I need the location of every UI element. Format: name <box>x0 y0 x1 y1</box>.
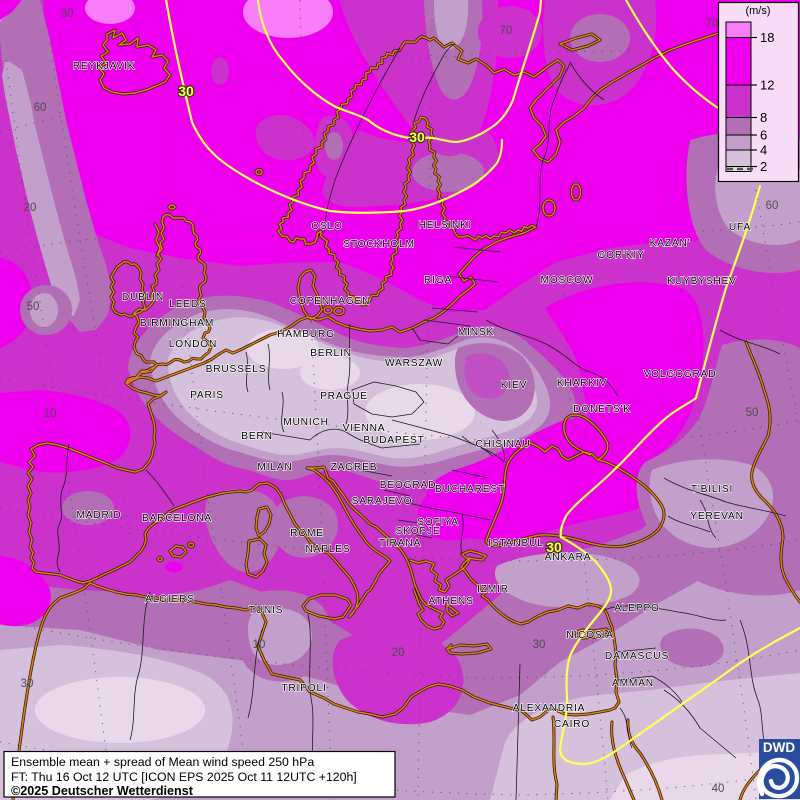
svg-text:WARSZAW: WARSZAW <box>385 358 443 369</box>
svg-text:ISTANBUL: ISTANBUL <box>488 538 543 549</box>
svg-text:LEEDS: LEEDS <box>169 299 206 310</box>
svg-text:TRIPOLI: TRIPOLI <box>281 683 326 694</box>
svg-text:COPENHAGEN: COPENHAGEN <box>290 296 370 307</box>
svg-text:HELSINKI: HELSINKI <box>419 220 472 231</box>
svg-text:STOCKHOLM: STOCKHOLM <box>343 239 415 250</box>
svg-text:DAMASCUS: DAMASCUS <box>605 651 669 662</box>
svg-text:BRUSSELS: BRUSSELS <box>206 364 267 375</box>
svg-text:2: 2 <box>760 159 767 174</box>
svg-text:(m/s): (m/s) <box>745 5 770 17</box>
svg-text:FT: Thu 16 Oct 12 UTC [ICON EP: FT: Thu 16 Oct 12 UTC [ICON EPS 2025 Oct… <box>11 770 357 784</box>
svg-text:10: 10 <box>253 639 266 651</box>
svg-text:18: 18 <box>760 30 774 45</box>
svg-text:BARCELONA: BARCELONA <box>142 513 212 524</box>
svg-text:30: 30 <box>21 678 34 690</box>
svg-text:10: 10 <box>44 408 57 420</box>
svg-text:6: 6 <box>760 128 767 143</box>
svg-text:MOSCOW: MOSCOW <box>541 275 594 286</box>
svg-text:60: 60 <box>34 102 47 114</box>
svg-text:BERN: BERN <box>241 431 273 442</box>
svg-text:20: 20 <box>24 202 37 214</box>
svg-text:TUNIS: TUNIS <box>249 605 284 616</box>
svg-text:70: 70 <box>500 25 513 37</box>
svg-text:ALGIERS: ALGIERS <box>145 594 195 605</box>
svg-text:SKOPJE: SKOPJE <box>396 526 441 537</box>
svg-text:MINSK: MINSK <box>458 327 494 338</box>
svg-text:MADRID: MADRID <box>77 510 122 521</box>
svg-text:KAZAN': KAZAN' <box>650 238 691 249</box>
svg-text:50: 50 <box>27 301 40 313</box>
svg-text:OSLO: OSLO <box>311 221 343 232</box>
svg-text:VOLGOGRAD: VOLGOGRAD <box>644 369 717 380</box>
svg-text:ANKARA: ANKARA <box>545 552 592 563</box>
svg-text:RIGA: RIGA <box>424 275 452 286</box>
svg-text:30: 30 <box>178 83 194 99</box>
svg-text:VIENNA: VIENNA <box>343 423 386 434</box>
svg-text:30: 30 <box>533 639 546 651</box>
svg-text:4: 4 <box>760 143 767 158</box>
svg-text:REYKJAVIK: REYKJAVIK <box>73 61 136 72</box>
svg-text:GOR'KIY: GOR'KIY <box>597 250 644 261</box>
svg-text:CAIRO: CAIRO <box>554 719 590 730</box>
svg-text:TIRANA: TIRANA <box>379 538 421 549</box>
svg-text:AMMAN: AMMAN <box>612 678 654 689</box>
svg-text:8: 8 <box>760 110 767 125</box>
svg-text:ALEXANDRIA: ALEXANDRIA <box>513 703 586 714</box>
svg-text:KHARKIV: KHARKIV <box>557 378 607 389</box>
svg-text:BUCHAREST: BUCHAREST <box>435 484 505 495</box>
svg-text:YEREVAN: YEREVAN <box>690 511 744 522</box>
svg-text:30: 30 <box>409 129 425 145</box>
svg-text:DONETS'K: DONETS'K <box>573 404 631 415</box>
svg-text:KIEV: KIEV <box>501 380 527 391</box>
svg-text:UFA: UFA <box>729 222 751 233</box>
svg-text:IZMIR: IZMIR <box>477 584 509 595</box>
svg-text:DWD: DWD <box>763 740 795 755</box>
svg-text:20: 20 <box>392 647 405 659</box>
svg-text:MILAN: MILAN <box>257 462 292 473</box>
svg-text:KUYBYSHEV: KUYBYSHEV <box>667 276 736 287</box>
svg-text:30: 30 <box>61 8 74 20</box>
svg-text:NAPLES: NAPLES <box>305 544 350 555</box>
svg-text:MUNICH: MUNICH <box>283 417 329 428</box>
svg-text:SOFIYA: SOFIYA <box>417 517 458 528</box>
svg-text:NICOSIA: NICOSIA <box>566 630 614 641</box>
svg-text:BIRMINGHAM: BIRMINGHAM <box>140 318 214 329</box>
svg-text:30: 30 <box>546 539 562 555</box>
svg-text:©2025 Deutscher Wetterdienst: ©2025 Deutscher Wetterdienst <box>11 784 194 798</box>
svg-text:ALEPPO: ALEPPO <box>614 603 660 614</box>
svg-text:BEOGRAD: BEOGRAD <box>380 480 437 491</box>
svg-text:60: 60 <box>766 200 779 212</box>
svg-text:ZAGREB: ZAGREB <box>331 462 378 473</box>
svg-text:Ensemble mean + spread of Mean: Ensemble mean + spread of Mean wind spee… <box>11 755 314 769</box>
svg-text:ROME: ROME <box>290 528 324 539</box>
svg-text:BUDAPEST: BUDAPEST <box>363 435 424 446</box>
svg-text:PRAGUE: PRAGUE <box>320 391 368 402</box>
svg-text:40: 40 <box>712 783 725 795</box>
svg-text:BERLIN: BERLIN <box>310 348 352 359</box>
svg-text:T'BILISI: T'BILISI <box>691 484 733 495</box>
svg-text:ATHENS: ATHENS <box>428 596 473 607</box>
svg-text:PARIS: PARIS <box>190 390 224 401</box>
svg-text:DUBLIN: DUBLIN <box>122 292 164 303</box>
svg-text:12: 12 <box>760 78 774 93</box>
svg-text:50: 50 <box>746 407 759 419</box>
svg-text:70: 70 <box>706 18 719 30</box>
svg-text:HAMBURG: HAMBURG <box>277 329 335 340</box>
svg-text:SARAJEVO: SARAJEVO <box>352 496 413 507</box>
svg-text:LONDON: LONDON <box>169 339 217 350</box>
svg-text:CHISINAU: CHISINAU <box>475 439 530 450</box>
